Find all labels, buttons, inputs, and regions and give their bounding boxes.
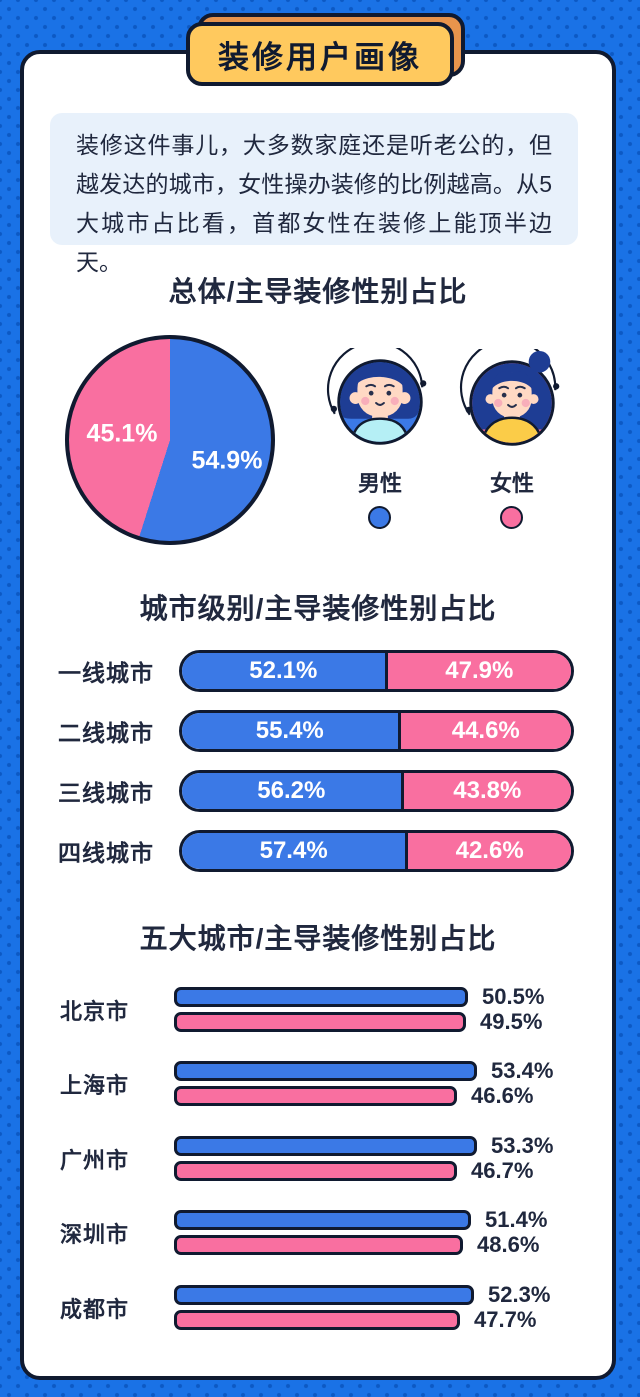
male-bar-value: 53.3% <box>491 1133 554 1158</box>
stacked-row-tier4: 四线城市 57.4% 42.6% <box>54 830 574 872</box>
female-bar-value: 46.6% <box>471 1083 534 1108</box>
city-group-shanghai: 上海市 53.4% 46.6% <box>54 1058 584 1108</box>
male-bar-row: 53.4% <box>174 1058 554 1083</box>
section-title-overall: 总体/主导装修性别占比 <box>168 276 468 307</box>
male-segment-value: 52.1% <box>249 657 318 684</box>
pie-value-male: 54.9% <box>191 446 263 475</box>
female-segment-value: 47.9% <box>445 657 514 684</box>
female-segment: 42.6% <box>408 833 571 869</box>
female-bar <box>174 1086 457 1106</box>
male-segment-value: 57.4% <box>259 837 328 864</box>
male-bar <box>174 1136 477 1156</box>
male-bar-row: 52.3% <box>174 1282 551 1307</box>
female-bar-value: 47.7% <box>474 1307 537 1332</box>
stacked-bar: 56.2% 43.8% <box>179 770 574 812</box>
legend-label-female: 女性 <box>489 471 534 496</box>
city-bars: 51.4% 48.6% <box>174 1207 548 1260</box>
female-bar <box>174 1161 457 1181</box>
city-bars: 50.5% 49.5% <box>174 984 545 1037</box>
male-segment-value: 56.2% <box>257 777 326 804</box>
city-label: 北京市 <box>60 998 130 1024</box>
content-card: 装修这件事儿，大多数家庭还是听老公的，但越发达的城市，女性操办装修的比例越高。从… <box>20 50 616 1380</box>
male-avatar-illustration <box>326 348 427 445</box>
intro-text-box: 装修这件事儿，大多数家庭还是听老公的，但越发达的城市，女性操办装修的比例越高。从… <box>50 113 578 275</box>
female-avatar-illustration <box>459 349 560 446</box>
female-bar-value: 48.6% <box>477 1232 540 1257</box>
city-group-shenzhen: 深圳市 51.4% 48.6% <box>54 1207 584 1257</box>
male-segment-value: 55.4% <box>255 717 324 744</box>
female-bar <box>174 1012 466 1032</box>
section-title-city-tier: 城市级别/主导装修性别占比 <box>139 593 497 624</box>
male-segment: 55.4% <box>182 713 401 749</box>
male-bar <box>174 1061 477 1081</box>
female-bar-row: 49.5% <box>174 1009 544 1034</box>
category-label: 四线城市 <box>58 840 154 866</box>
pie-value-female: 45.1% <box>86 419 158 448</box>
female-bar-row: 47.7% <box>174 1307 550 1332</box>
gender-pie: 45.1% 54.9% <box>65 335 275 545</box>
male-legend-dot <box>368 506 391 529</box>
page-title: 装修用户画像 <box>218 39 422 75</box>
male-segment: 56.2% <box>182 773 404 809</box>
category-label: 三线城市 <box>58 780 154 806</box>
female-bar-row: 46.6% <box>174 1083 553 1108</box>
male-bar <box>174 1210 471 1230</box>
female-bar-value: 46.7% <box>471 1158 534 1183</box>
female-bar <box>174 1235 463 1255</box>
male-bar-value: 52.3% <box>488 1282 551 1307</box>
stacked-row-tier3: 三线城市 56.2% 43.8% <box>54 770 574 812</box>
city-bars: 53.4% 46.6% <box>174 1058 554 1111</box>
stacked-row-tier1: 一线城市 52.1% 47.9% <box>54 650 574 692</box>
male-bar-row: 51.4% <box>174 1207 548 1232</box>
city-bars: 52.3% 47.7% <box>174 1282 551 1335</box>
section-title-five-cities: 五大城市/主导装修性别占比 <box>139 923 497 954</box>
female-segment: 43.8% <box>403 773 571 809</box>
city-label: 深圳市 <box>60 1221 130 1247</box>
city-label: 上海市 <box>60 1072 130 1098</box>
male-segment: 52.1% <box>182 653 388 689</box>
female-bar-row: 46.7% <box>174 1158 553 1183</box>
category-label: 二线城市 <box>58 720 154 746</box>
female-segment-value: 43.8% <box>453 777 522 804</box>
city-group-guangzhou: 广州市 53.3% 46.7% <box>54 1133 584 1183</box>
male-bar <box>174 1285 474 1305</box>
female-segment: 47.9% <box>387 653 571 689</box>
city-label: 成都市 <box>60 1296 130 1322</box>
banner-face: 装修用户画像 <box>186 22 454 86</box>
city-group-beijing: 北京市 50.5% 49.5% <box>54 984 584 1034</box>
female-bar-row: 48.6% <box>174 1232 547 1257</box>
female-bar-value: 49.5% <box>480 1009 543 1034</box>
male-bar-value: 51.4% <box>485 1207 548 1232</box>
city-group-chengdu: 成都市 52.3% 47.7% <box>54 1282 584 1332</box>
male-bar-row: 50.5% <box>174 984 545 1009</box>
male-segment: 57.4% <box>182 833 409 869</box>
male-bar-value: 50.5% <box>482 984 545 1009</box>
category-label: 一线城市 <box>58 660 154 686</box>
female-segment-value: 44.6% <box>451 717 520 744</box>
city-label: 广州市 <box>60 1147 130 1173</box>
female-bar <box>174 1310 460 1330</box>
male-bar-row: 53.3% <box>174 1133 554 1158</box>
legend-label-male: 男性 <box>357 471 402 496</box>
female-segment-value: 42.6% <box>455 837 524 864</box>
title-banner: 装修用户画像 <box>186 13 465 86</box>
stacked-bar: 52.1% 47.9% <box>179 650 574 692</box>
female-legend-dot <box>500 506 523 529</box>
stacked-bar: 57.4% 42.6% <box>179 830 574 872</box>
city-bars: 53.3% 46.7% <box>174 1133 554 1186</box>
stacked-bar: 55.4% 44.6% <box>179 710 574 752</box>
stacked-row-tier2: 二线城市 55.4% 44.6% <box>54 710 574 752</box>
male-bar-value: 53.4% <box>491 1058 554 1083</box>
female-segment: 44.6% <box>400 713 571 749</box>
male-bar <box>174 987 468 1007</box>
